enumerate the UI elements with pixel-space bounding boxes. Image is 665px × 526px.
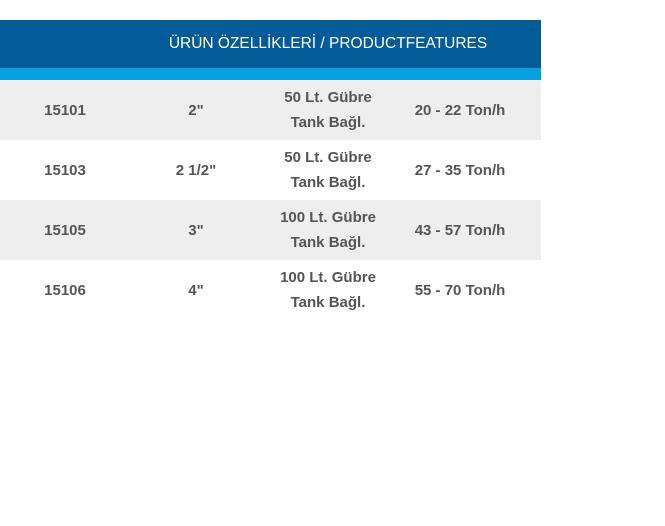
connection-size: 2 1/2" [175,161,217,179]
tank-line-2: Tank Bağl. [290,294,366,311]
tank-line-2: Tank Bağl. [290,234,366,251]
table-body: 15101 2" 50 Lt. Gübre Tank Bağl. 20 - 22 … [0,80,541,320]
connection-size: 2" [188,101,204,119]
product-code: 15103 [44,161,86,179]
product-code: 15101 [44,101,86,119]
capacity: 43 - 57 Ton/h [414,221,506,239]
table-row: 15103 2 1/2" 50 Lt. Gübre Tank Bağl. 27 -… [0,140,541,200]
capacity: 20 - 22 Ton/h [414,101,506,119]
tank-line-2: Tank Bağl. [290,174,366,191]
table-header: ÜRÜN ÖZELLİKLERİ / PRODUCTFEATURES [0,20,541,68]
accent-bar [0,68,541,80]
tank-line-1: 50 Lt. Gübre [284,89,372,106]
tank-connection: 100 Lt. Gübre Tank Bağl. [262,205,394,255]
table-row: 15105 3" 100 Lt. Gübre Tank Bağl. 43 - 57… [0,200,541,260]
connection-size: 3" [188,221,204,239]
product-features-table: ÜRÜN ÖZELLİKLERİ / PRODUCTFEATURES 15101… [0,20,541,320]
tank-line-1: 100 Lt. Gübre [280,269,376,286]
table-row: 15106 4" 100 Lt. Gübre Tank Bağl. 55 - 70… [0,260,541,320]
table-row: 15101 2" 50 Lt. Gübre Tank Bağl. 20 - 22 … [0,80,541,140]
tank-line-1: 100 Lt. Gübre [280,209,376,226]
tank-connection: 50 Lt. Gübre Tank Bağl. [262,145,394,195]
tank-connection: 100 Lt. Gübre Tank Bağl. [262,265,394,315]
product-code: 15106 [44,281,86,299]
capacity: 55 - 70 Ton/h [414,281,506,299]
capacity: 27 - 35 Ton/h [414,161,506,179]
header-title: ÜRÜN ÖZELLİKLERİ / PRODUCTFEATURES [168,35,488,52]
tank-line-1: 50 Lt. Gübre [284,149,372,166]
product-code: 15105 [44,221,86,239]
tank-connection: 50 Lt. Gübre Tank Bağl. [262,85,394,135]
tank-line-2: Tank Bağl. [290,114,366,131]
connection-size: 4" [188,281,204,299]
